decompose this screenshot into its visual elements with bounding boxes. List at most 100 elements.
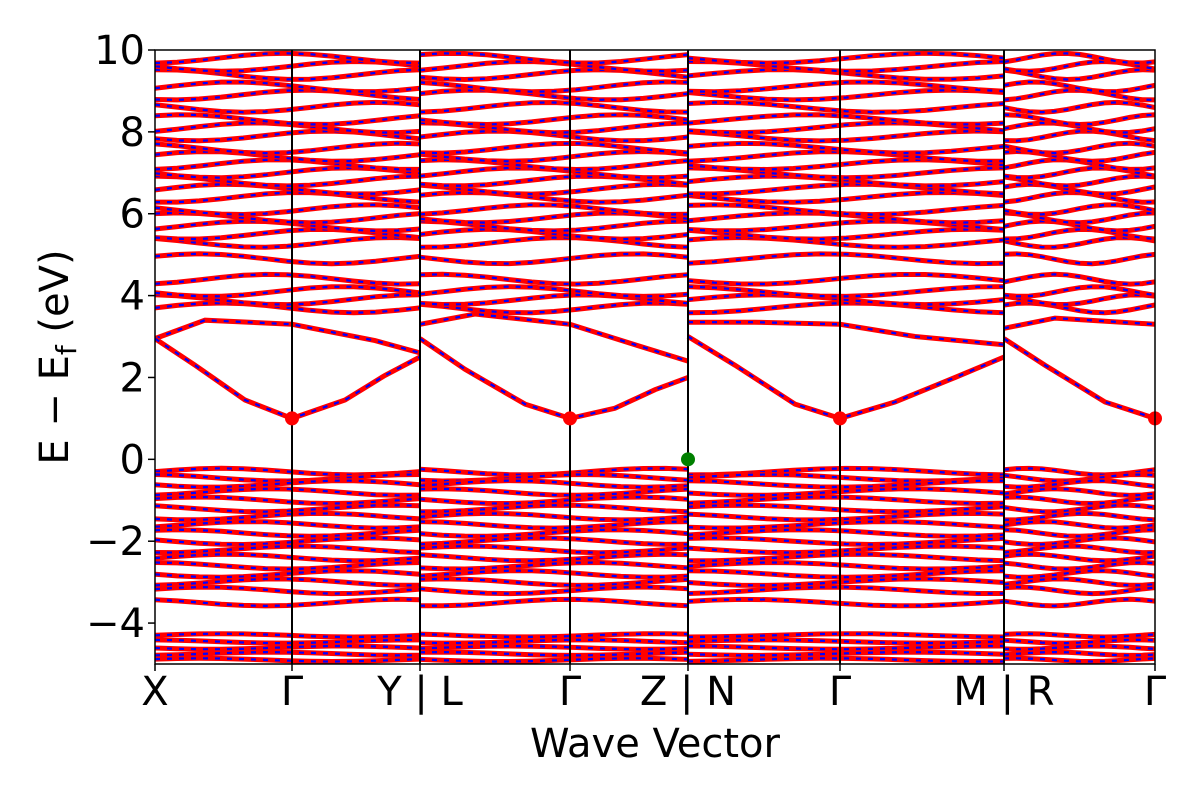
conduction-flat-band-4-seg0-spin-down — [155, 252, 421, 265]
conduction-flat-band-10-seg2-spin-down — [687, 191, 1005, 204]
conduction-flat-band-0-seg2-spin-down — [687, 301, 1005, 314]
deep-band-4-seg0-spin-down — [155, 657, 421, 663]
deep-band-2-seg1-spin-down — [419, 644, 689, 651]
conduction-flat-band-6-seg0-spin-down — [155, 228, 421, 241]
y-tick-label-4: 4 — [120, 274, 145, 320]
conduction-lowest-band-seg0-spin-down — [155, 337, 421, 420]
conduction-flat-band-16-seg3-spin-up — [1003, 140, 1155, 156]
conduction-flat-band-3-seg2-spin-down — [687, 273, 1005, 286]
valence-band-6-seg3-spin-down — [1003, 512, 1155, 521]
deep-band-1-seg3-spin-down — [1003, 638, 1155, 645]
y-tick-label-7: 10 — [94, 28, 145, 74]
deep-band-3-seg1-spin-down — [419, 650, 689, 657]
valence-band-4-seg2-spin-down — [687, 495, 1005, 505]
deep-band-4-seg3-spin-down — [1003, 657, 1155, 663]
conduction-flat-band-9-seg2-spin-down — [687, 203, 1005, 216]
valence-band-8-seg3-spin-down — [1003, 528, 1155, 538]
cbm-marker-1 — [563, 411, 577, 426]
x-tick-label-1: Γ — [281, 669, 304, 715]
conduction-flat-band-1-seg0-spin-down — [155, 293, 421, 306]
valence-band-8-seg1-spin-down — [419, 528, 689, 538]
valence-band-8-seg2-spin-down — [687, 528, 1005, 538]
valence-band-3-seg1-spin-down — [419, 487, 689, 497]
conduction-flat-band-1-seg1-spin-down — [419, 293, 689, 306]
conduction-flat-band-3-seg2-spin-up — [687, 272, 1005, 287]
valence-band-13-seg1-spin-down — [419, 569, 689, 579]
conduction-flat-band-6-seg3-spin-down — [1003, 228, 1155, 241]
conduction-flat-band-21-seg2-spin-down — [687, 88, 1005, 102]
valence-band-2-seg1-spin-down — [419, 479, 689, 489]
valence-band-11-seg2-spin-down — [688, 553, 1005, 562]
deep-band-3-seg2-spin-down — [687, 651, 1005, 657]
y-axis-label-unit: (eV) — [32, 249, 78, 345]
conduction-flat-band-3-seg1-spin-down — [419, 273, 689, 286]
conduction-flat-band-0-seg1-spin-down — [419, 301, 689, 314]
conduction-flat-band-3-seg0-spin-down — [155, 273, 421, 286]
conduction-flat-band-2-seg1-spin-down — [419, 285, 689, 298]
conduction-lowest-band-seg3-spin-up — [1002, 336, 1155, 421]
x-tick-label-7: Γ — [1144, 669, 1167, 715]
deep-band-3-seg0-spin-down — [155, 650, 421, 657]
cbm-marker-2 — [833, 411, 847, 426]
x-tick-label-3: Γ — [559, 669, 582, 715]
valence-band-14-seg1-spin-down — [419, 577, 689, 587]
conduction-flat-band-20-seg2-spin-down — [687, 101, 1005, 114]
conduction-flat-band-10-seg1-spin-down — [419, 191, 689, 204]
conduction-flat-band-22-seg1-spin-down — [419, 80, 689, 93]
valence-band-6-seg2-spin-down — [687, 512, 1005, 522]
conduction-lowest-band-seg2-spin-up — [686, 334, 1005, 422]
valence-band-3-seg2-spin-down — [687, 487, 1005, 497]
conduction-flat-band-11-seg2-spin-down — [688, 183, 1005, 195]
conduction-flat-band-25-seg2-spin-down — [687, 52, 1005, 65]
valence-band-5-seg2-spin-down — [687, 504, 1005, 513]
conduction-flat-band-22-seg3-spin-down — [1003, 80, 1155, 93]
conduction-flat-band-24-seg0-spin-down — [155, 60, 421, 73]
valence-band-7-seg3-spin-down — [1003, 520, 1155, 530]
conduction-flat-band-22-seg3-spin-up — [1003, 79, 1155, 95]
deep-band-1-seg0-spin-down — [155, 638, 421, 645]
valence-band-1-seg1-spin-down — [419, 473, 689, 483]
valence-band-10-seg2-spin-down — [687, 544, 1005, 554]
conduction-flat-band-23-seg1-spin-down — [419, 68, 689, 81]
y-tick-label-6: 8 — [120, 110, 145, 156]
valence-band-16-seg1-spin-down — [419, 598, 689, 607]
conduction-flat-band-19-seg3-spin-down — [1003, 113, 1155, 126]
conduction-flat-band-3-seg3-spin-down — [1003, 273, 1155, 286]
valence-band-6-seg0-spin-down — [155, 512, 421, 521]
deep-band-1-seg1-spin-down — [419, 638, 689, 645]
conduction-flat-band-1-seg2-spin-down — [687, 293, 1005, 306]
y-axis-label-main: E − E — [32, 355, 78, 465]
conduction-flat-band-2-seg3-spin-down — [1003, 285, 1155, 298]
conduction-flat-band-8-seg0-spin-down — [155, 211, 421, 224]
conduction-flat-band-17-seg3-spin-down — [1003, 129, 1155, 142]
valence-band-15-seg3-spin-down — [1003, 585, 1155, 595]
conduction-flat-band-9-seg0-spin-down — [155, 203, 421, 216]
conduction-flat-band-2-seg2-spin-down — [687, 285, 1005, 298]
valence-band-12-seg3-spin-down — [1003, 561, 1155, 571]
conduction-flat-band-10-seg0-spin-down — [155, 191, 421, 204]
valence-band-4-seg3-spin-down — [1003, 495, 1155, 505]
valence-band-2-seg0-spin-down — [155, 479, 421, 489]
x-tick-label-2: Y | L — [376, 669, 463, 715]
conduction-flat-band-21-seg0-spin-down — [155, 88, 421, 102]
conduction-lowest-band-seg3-spin-down — [1003, 337, 1155, 420]
valence-band-12-seg2-spin-down — [687, 561, 1005, 571]
conduction-flat-band-11-seg1-spin-down — [419, 183, 689, 196]
y-tick-label-0: −4 — [86, 601, 145, 647]
valence-band-15-seg2-spin-down — [687, 586, 1004, 595]
conduction-flat-band-12-seg2-spin-down — [687, 174, 1005, 188]
conduction-flat-band-22-seg2-spin-up — [687, 79, 1005, 95]
conduction-flat-band-5-seg3-spin-down — [1003, 236, 1155, 249]
deep-band-0-seg1-spin-down — [419, 632, 689, 638]
valence-band-10-seg3-spin-down — [1003, 545, 1155, 554]
conduction-flat-band-23-seg0-spin-down — [155, 68, 421, 81]
valence-band-7-seg2-spin-down — [687, 520, 1005, 530]
x-tick-label-4: Z | N — [640, 669, 736, 715]
conduction-flat-band-18-seg2-spin-down — [687, 121, 1005, 134]
y-tick-label-3: 2 — [120, 355, 145, 401]
conduction-second-band-seg3-spin-down — [1003, 316, 1155, 330]
valence-band-11-seg3-spin-down — [1003, 553, 1155, 562]
conduction-flat-band-18-seg1-spin-down — [419, 121, 689, 134]
conduction-flat-band-11-seg3-spin-down — [1003, 183, 1155, 196]
valence-band-9-seg0-spin-down — [155, 536, 421, 546]
